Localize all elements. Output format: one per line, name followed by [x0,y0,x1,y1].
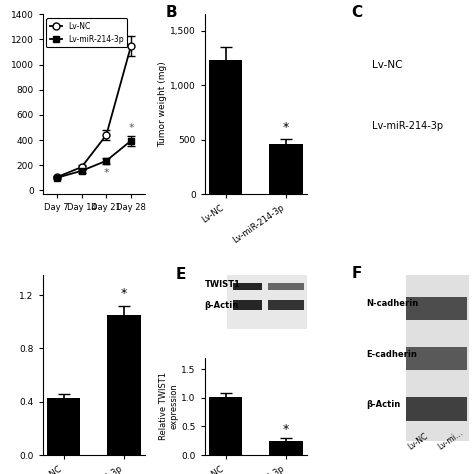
Bar [270,441,302,455]
Text: C: C [351,5,363,20]
Text: β-Actin: β-Actin [367,400,401,409]
Bar [210,397,242,455]
Legend: Lv-NC, Lv-miR-214-3p: Lv-NC, Lv-miR-214-3p [46,18,128,47]
Bar [268,301,304,310]
Bar [406,275,469,441]
Bar [233,283,262,290]
Bar [210,60,242,194]
Y-axis label: Tumor weight (mg): Tumor weight (mg) [158,61,167,147]
Text: Lv-NC: Lv-NC [406,431,429,451]
Y-axis label: Relative TWIST1
expression: Relative TWIST1 expression [159,373,179,440]
Bar [47,398,81,455]
Text: B: B [166,5,177,20]
Text: E: E [176,267,186,282]
Text: *: * [121,287,127,301]
Text: *: * [283,423,289,436]
Bar [406,347,467,371]
Text: Lv-miR-214-3p: Lv-miR-214-3p [372,121,443,131]
Bar [406,297,467,320]
Text: N-cadherin: N-cadherin [367,300,419,309]
Text: TWIST1: TWIST1 [205,280,241,289]
Bar [227,275,307,329]
Bar [406,398,467,421]
Bar [268,283,304,290]
Text: F: F [351,266,362,281]
Bar [270,144,302,194]
Text: Lv-NC: Lv-NC [372,60,402,70]
Text: *: * [283,120,289,134]
Text: Lv-mi…: Lv-mi… [437,428,465,451]
Text: β-Actin: β-Actin [205,301,239,310]
Text: E-cadherin: E-cadherin [367,350,418,359]
Text: *: * [128,123,134,133]
Text: *: * [103,168,109,178]
Bar [233,301,262,310]
Bar [108,315,141,455]
